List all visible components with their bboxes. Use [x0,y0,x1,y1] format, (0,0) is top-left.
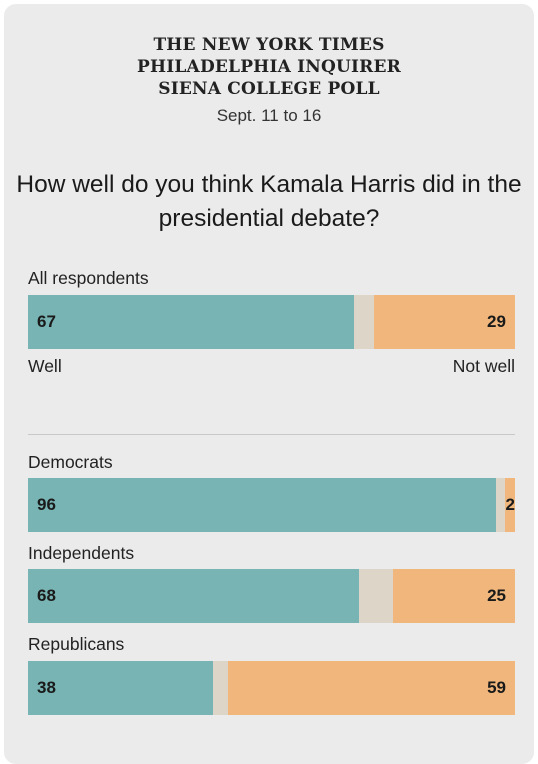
value-label-not-well: 25 [487,586,506,605]
value-label-not-well: 29 [487,312,506,331]
bar-row-independents: 68 25 [28,569,515,623]
bar-segment-other [359,569,394,623]
value-label-well: 68 [37,586,56,605]
bar-segment-not-well: 59 [227,661,515,715]
row-label-independents: Independents [28,543,135,563]
source-line-3: SIENA COLLEGE POLL [158,79,380,99]
value-label-not-well: 59 [487,678,506,697]
poll-dates: Sept. 11 to 16 [216,106,322,125]
row-label-all: All respondents [28,268,149,288]
bar-segment-well: 67 [28,295,355,349]
value-label-well: 38 [37,678,56,697]
end-label-well: Well [28,356,62,376]
section-divider [28,434,515,435]
bar-segment-well: 68 [28,569,360,623]
poll-card [4,4,534,764]
chart-title: How well do you think Kamala Harris did … [0,168,538,236]
poll-source: THE NEW YORK TIMES PHILADELPHIA INQUIRER… [0,34,538,100]
bar-segment-well: 38 [28,661,214,715]
bar-row-republicans: 38 59 [28,661,515,715]
row-label-democrats: Democrats [28,452,113,472]
bar-segment-not-well: 25 [393,569,515,623]
bar-segment-other [213,661,228,715]
source-line-2: PHILADELPHIA INQUIRER [137,57,401,77]
value-label-not-well: 2 [505,495,515,514]
bar-segment-not-well: 2 [505,478,515,532]
source-line-1: THE NEW YORK TIMES [153,35,385,55]
bar-segment-other [354,295,374,349]
bar-row-democrats: 96 2 [28,478,515,532]
bar-segment-other [495,478,506,532]
value-label-well: 67 [37,312,56,331]
row-label-republicans: Republicans [28,634,125,654]
end-label-not-well: Not well [452,356,515,376]
bar-row-all: 67 29 [28,295,515,349]
chart-title-text: How well do you think Kamala Harris did … [16,171,522,232]
value-label-well: 96 [37,495,56,514]
bar-segment-not-well: 29 [373,295,515,349]
bar-segment-well: 96 [28,478,496,532]
